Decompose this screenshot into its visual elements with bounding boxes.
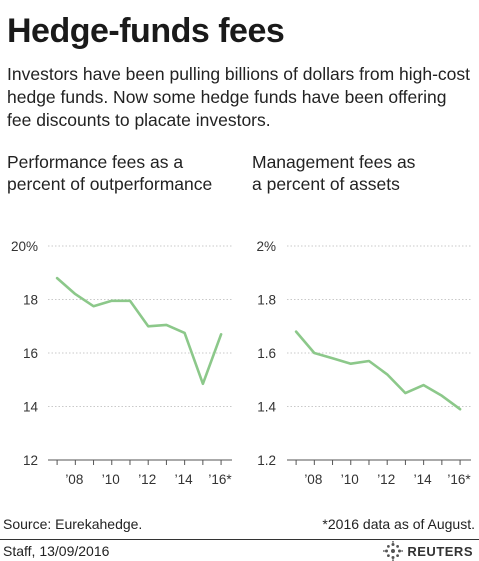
perf-y-tick-label: 20% <box>11 239 38 254</box>
reuters-logo: REUTERS <box>383 541 473 561</box>
footnote: *2016 data as of August. <box>322 516 475 532</box>
credit-line: Staff, 13/09/2016 <box>3 543 110 559</box>
perf-data-point <box>184 332 186 334</box>
reuters-dots-icon <box>383 541 404 561</box>
perf-x-tick-label: ’10 <box>102 472 120 487</box>
mgmt-y-tick-label: 1.2 <box>257 453 276 468</box>
mgmt-x-tick-label: ’16* <box>447 472 471 487</box>
page-title: Hedge-funds fees <box>7 12 285 50</box>
perf-x-tick-label: ’16* <box>208 472 232 487</box>
perf-y-tick-label: 18 <box>23 293 38 308</box>
management-chart-title: Management fees as a percent of assets <box>252 151 415 195</box>
perf-x-tick-label: ’14 <box>175 472 194 487</box>
performance-chart-title: Performance fees as a percent of outperf… <box>7 151 212 195</box>
perf-data-point <box>129 300 131 302</box>
chart-title-line: Management fees as <box>252 152 416 172</box>
mgmt-y-tick-label: 1.4 <box>257 400 276 415</box>
mgmt-data-point <box>313 352 315 354</box>
perf-data-point <box>56 277 58 279</box>
chart-title-line: a percent of assets <box>252 174 400 194</box>
mgmt-y-tick-label: 2% <box>256 239 276 254</box>
reuters-logo-text: REUTERS <box>407 543 473 559</box>
perf-data-point <box>165 324 168 326</box>
mgmt-data-point <box>386 373 388 375</box>
chart-title-line: Performance fees as a <box>7 152 184 172</box>
subtitle-line: fee discounts to placate investors. <box>7 110 271 130</box>
perf-data-point <box>92 305 95 307</box>
perf-data-point <box>220 333 222 335</box>
perf-data-point <box>202 383 204 385</box>
mgmt-x-tick-label: ’10 <box>341 472 359 487</box>
perf-data-point <box>147 325 149 327</box>
subtitle-line: Investors have been pulling billions of … <box>7 64 471 84</box>
mgmt-data-point <box>350 363 352 365</box>
footer-divider <box>0 539 479 540</box>
mgmt-x-tick-label: ’12 <box>377 472 395 487</box>
mgmt-data-point <box>295 331 297 333</box>
subtitle-line: hedge funds. Now some hedge funds have b… <box>7 87 447 107</box>
mgmt-x-tick-label: ’08 <box>304 472 322 487</box>
mgmt-data-point <box>331 357 334 359</box>
perf-y-tick-label: 14 <box>23 400 39 415</box>
source-note: Source: Eurekahedge. <box>3 516 143 532</box>
perf-data-point <box>111 300 113 302</box>
perf-series-line <box>55 276 223 386</box>
mgmt-data-point <box>441 395 443 397</box>
chart-title-line: percent of outperformance <box>7 174 213 194</box>
perf-x-tick-label: ’12 <box>138 472 156 487</box>
perf-y-tick-label: 12 <box>23 453 38 468</box>
mgmt-data-point <box>459 408 461 410</box>
mgmt-data-point <box>368 360 370 362</box>
mgmt-y-tick-label: 1.6 <box>257 346 276 361</box>
mgmt-series-line <box>294 330 462 411</box>
perf-x-tick-label: ’08 <box>65 472 83 487</box>
perf-data-point <box>74 293 76 295</box>
mgmt-x-tick-label: ’14 <box>414 472 433 487</box>
mgmt-data-point <box>404 392 407 394</box>
mgmt-y-tick-label: 1.8 <box>257 293 276 308</box>
mgmt-data-point <box>423 384 425 386</box>
subtitle: Investors have been pulling billions of … <box>7 63 477 132</box>
perf-y-tick-label: 16 <box>23 346 38 361</box>
